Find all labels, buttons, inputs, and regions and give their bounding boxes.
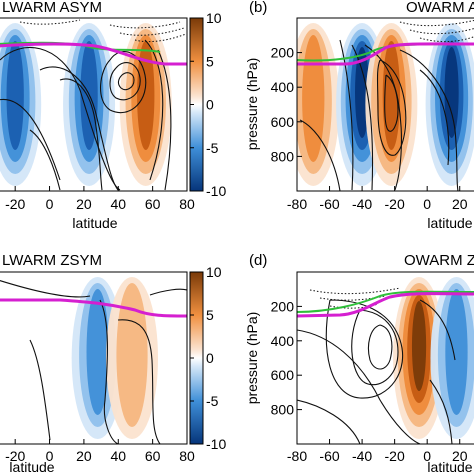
colorbar-tick-label: -10 bbox=[206, 183, 226, 199]
y-tick-label: 800 bbox=[271, 148, 295, 164]
colorbar-tick-label: 0 bbox=[206, 97, 214, 113]
panel-d-ylabel: pressure (hPa) bbox=[244, 312, 260, 405]
panel-b-xlabel: latitude bbox=[427, 215, 472, 231]
x-tick-label: -20 bbox=[385, 448, 405, 464]
panel-b-contours bbox=[299, 39, 459, 191]
x-tick-label: 60 bbox=[145, 196, 161, 212]
panel-a-colorbar-ticks: 10 5 0 -5 -10 bbox=[190, 10, 226, 199]
x-tick-label: -20 bbox=[385, 196, 405, 212]
panel-c-frame bbox=[0, 271, 188, 445]
x-tick-label: 0 bbox=[423, 448, 431, 464]
x-tick-label: 20 bbox=[76, 196, 92, 212]
panel-a-dotted-contours bbox=[19, 19, 187, 43]
panel-d-xlabel: latitude bbox=[427, 459, 472, 474]
panel-b-band-3-level-4 bbox=[444, 47, 459, 138]
x-tick-label: 80 bbox=[179, 196, 195, 212]
panel-b-title: OWARM ASYM bbox=[406, 0, 474, 16]
colorbar-tick-label: 5 bbox=[206, 307, 214, 323]
panel-d-plot-area bbox=[297, 277, 474, 444]
panel-d-frame bbox=[296, 271, 474, 445]
panel-d-color-bands bbox=[393, 277, 474, 439]
panel-b: (b) OWARM ASYM pressure (hPa) bbox=[244, 0, 474, 231]
x-tick-label: -60 bbox=[319, 196, 339, 212]
panel-a-band-2-level-3 bbox=[137, 41, 155, 150]
panel-b-tropopause-line bbox=[297, 42, 474, 66]
x-tick-label: -20 bbox=[5, 196, 25, 212]
panel-c-xlabel: latitude bbox=[9, 459, 54, 474]
panel-b-y-ticks: 200 400 600 800 bbox=[271, 45, 302, 164]
y-tick-label: 400 bbox=[271, 79, 295, 95]
x-tick-label: -60 bbox=[319, 448, 339, 464]
panel-d-label: (d) bbox=[249, 252, 267, 269]
panel-b-dotted-contours bbox=[399, 19, 474, 43]
panel-a-frame bbox=[0, 17, 188, 192]
panel-b-label: (b) bbox=[249, 0, 267, 16]
panel-a-green-line bbox=[0, 41, 161, 53]
panel-a-xlabel: latitude bbox=[72, 215, 117, 231]
panel-d-band-1-level-2 bbox=[445, 289, 468, 415]
panel-b-plot-area bbox=[297, 19, 474, 191]
panel-d-x-ticks: -80 -60 -40 -20 0 20 bbox=[287, 439, 468, 464]
panel-a-tropopause-line bbox=[0, 42, 187, 66]
panel-c-plot-area bbox=[0, 277, 187, 444]
panel-d-title: OWARM ZSYM bbox=[404, 252, 474, 269]
y-tick-label: 200 bbox=[271, 298, 295, 314]
panel-b-ylabel: pressure (hPa) bbox=[244, 58, 260, 151]
x-tick-label: -80 bbox=[287, 196, 307, 212]
y-tick-label: 600 bbox=[271, 367, 295, 383]
y-tick-label: 200 bbox=[271, 45, 295, 61]
panel-c: LWARM ZSYM -20 0 20 40 60 80 latitude 10 5 0 -5 -… bbox=[0, 252, 226, 474]
x-tick-label: 20 bbox=[76, 448, 92, 464]
x-tick-label: -20 bbox=[5, 448, 25, 464]
panel-b-band-0-level-2 bbox=[302, 35, 325, 162]
y-tick-label: 800 bbox=[271, 402, 295, 418]
panel-b-frame bbox=[296, 17, 474, 192]
panel-a-contours bbox=[0, 39, 172, 191]
panel-a: LWARM ASYM bbox=[0, 0, 226, 231]
colorbar-tick-label: -5 bbox=[206, 140, 219, 156]
colorbar-tick-label: 10 bbox=[206, 264, 222, 280]
panel-a-plot-area bbox=[0, 19, 187, 191]
panel-d-contours bbox=[297, 299, 456, 444]
x-tick-label: 0 bbox=[46, 448, 54, 464]
y-tick-label: 400 bbox=[271, 333, 295, 349]
y-tick-label: 600 bbox=[271, 114, 295, 130]
x-tick-label: 20 bbox=[452, 196, 468, 212]
panel-c-color-bands bbox=[71, 277, 159, 439]
x-tick-label: -80 bbox=[287, 448, 307, 464]
panel-c-band-0-level-2 bbox=[86, 289, 109, 415]
x-tick-label: -40 bbox=[352, 448, 372, 464]
panel-a-band-0-level-3 bbox=[6, 41, 24, 150]
panel-c-tropopause-line bbox=[0, 298, 187, 318]
x-tick-label: 0 bbox=[423, 196, 431, 212]
panel-c-contours bbox=[0, 280, 187, 444]
colorbar-tick-label: -10 bbox=[206, 436, 226, 452]
panel-b-x-ticks: -80 -60 -40 -20 0 20 bbox=[287, 186, 468, 212]
x-tick-label: 40 bbox=[110, 448, 126, 464]
panel-d-green-line bbox=[297, 290, 474, 313]
x-tick-label: 20 bbox=[452, 448, 468, 464]
x-tick-label: 40 bbox=[110, 196, 126, 212]
x-tick-label: -40 bbox=[352, 196, 372, 212]
panel-c-x-ticks: -20 0 20 40 60 80 bbox=[5, 439, 195, 464]
colorbar-tick-label: 0 bbox=[206, 350, 214, 366]
panel-d-y-ticks: 200 400 600 800 bbox=[271, 298, 302, 418]
panel-a-x-ticks: -20 0 20 40 60 80 bbox=[5, 186, 195, 212]
panel-c-band-1-level-1 bbox=[116, 283, 148, 427]
x-tick-label: 0 bbox=[46, 196, 54, 212]
x-tick-label: 80 bbox=[179, 448, 195, 464]
panel-c-title: LWARM ZSYM bbox=[2, 252, 102, 269]
panel-d-tropopause-line bbox=[297, 292, 474, 318]
x-tick-label: 60 bbox=[145, 448, 161, 464]
panel-a-title: LWARM ASYM bbox=[2, 0, 102, 16]
colorbar-tick-label: -5 bbox=[206, 393, 219, 409]
colorbar-tick-label: 5 bbox=[206, 53, 214, 69]
colorbar-tick-label: 10 bbox=[206, 10, 222, 26]
panel-d-band-0-level-4 bbox=[411, 301, 427, 391]
panel-c-colorbar-ticks: 10 5 0 -5 -10 bbox=[190, 264, 226, 452]
